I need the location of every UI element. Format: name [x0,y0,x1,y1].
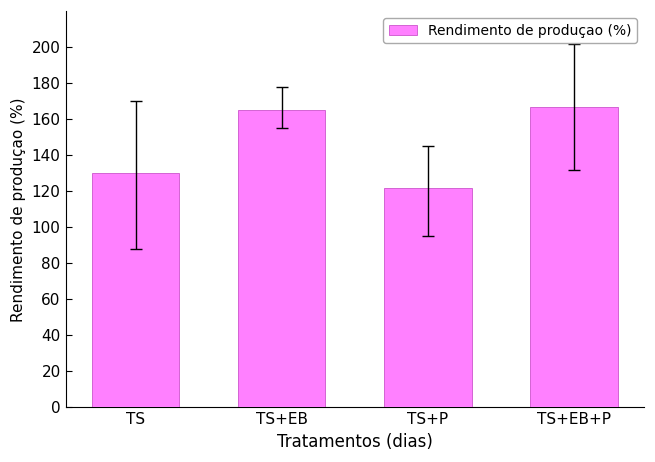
X-axis label: Tratamentos (dias): Tratamentos (dias) [277,433,433,451]
Bar [238,110,326,407]
Bar [530,107,618,407]
Legend: Rendimento de produçao (%): Rendimento de produçao (%) [383,18,637,43]
Bar [384,188,472,407]
Bar [92,173,179,407]
Y-axis label: Rendimento de produçao (%): Rendimento de produçao (%) [11,97,26,322]
